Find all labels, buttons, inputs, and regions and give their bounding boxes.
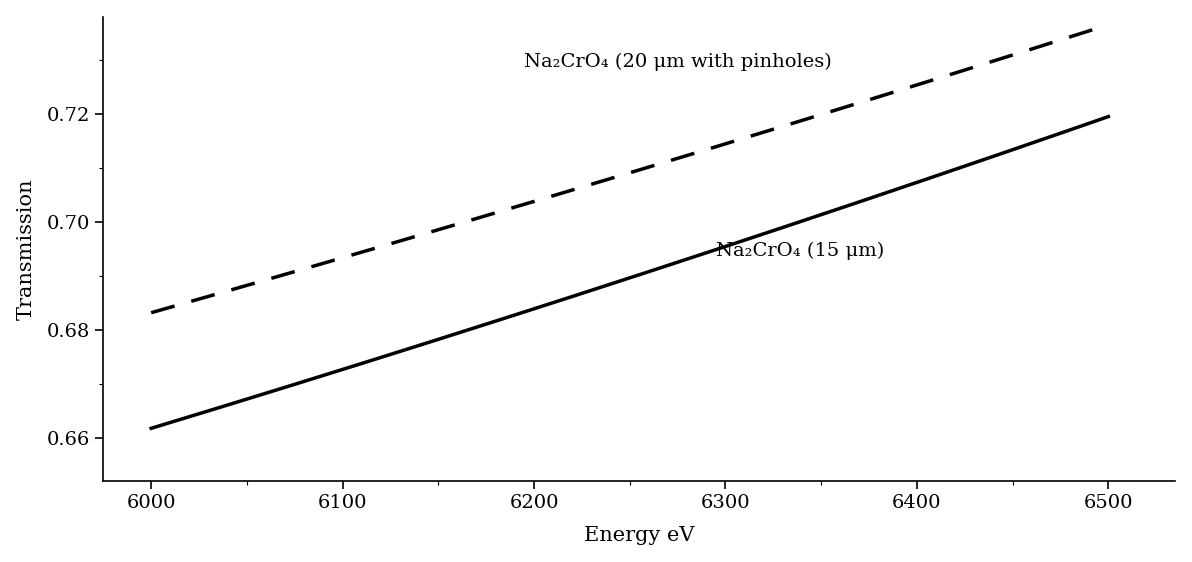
X-axis label: Energy eV: Energy eV xyxy=(584,527,695,545)
Text: Na₂CrO₄ (15 μm): Na₂CrO₄ (15 μm) xyxy=(716,242,884,260)
Text: Na₂CrO₄ (20 μm with pinholes): Na₂CrO₄ (20 μm with pinholes) xyxy=(524,52,832,71)
Y-axis label: Transmission: Transmission xyxy=(17,178,36,320)
